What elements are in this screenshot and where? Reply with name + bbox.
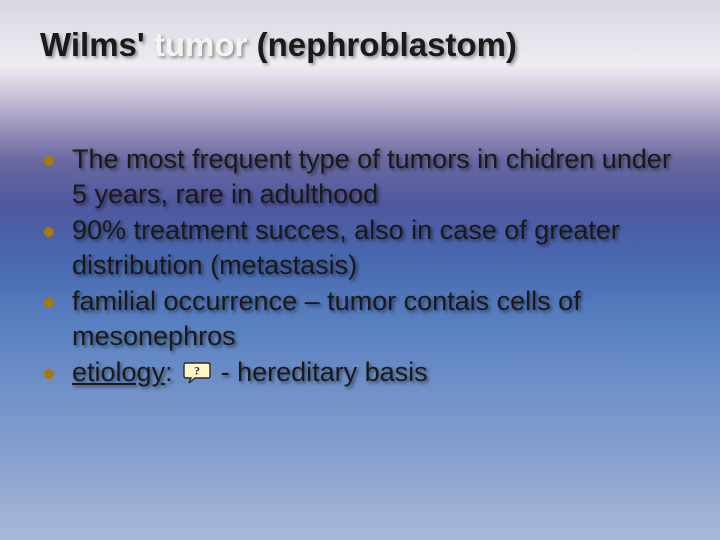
title-part-3: (nephroblastom) <box>247 26 517 63</box>
title-part-2: tumor <box>154 26 248 63</box>
question-bubble-icon: ? <box>183 361 211 385</box>
list-item: familial occurrence – tumor contais cell… <box>38 284 690 353</box>
slide-title: Wilms' tumor (nephroblastom) <box>40 26 517 64</box>
bullet-icon <box>44 156 54 166</box>
bullet-text: The most frequent type of tumors in chid… <box>72 142 690 211</box>
list-item: etiology: ? - hereditary basis <box>38 355 690 390</box>
list-item: 90% treatment succes, also in case of gr… <box>38 213 690 282</box>
etiology-rest: - hereditary basis <box>221 355 428 390</box>
bullet-icon <box>44 369 54 379</box>
slide-body: The most frequent type of tumors in chid… <box>38 142 690 392</box>
bullet-icon <box>44 227 54 237</box>
bullet-icon <box>44 298 54 308</box>
bullet-text: familial occurrence – tumor contais cell… <box>72 284 690 353</box>
list-item: The most frequent type of tumors in chid… <box>38 142 690 211</box>
bullet-text: 90% treatment succes, also in case of gr… <box>72 213 690 282</box>
bullet-text: etiology: ? - hereditary basis <box>72 355 690 390</box>
etiology-label: etiology <box>72 357 165 387</box>
question-mark: ? <box>194 363 200 377</box>
slide: Wilms' tumor (nephroblastom) The most fr… <box>0 0 720 540</box>
etiology-colon: : <box>165 357 173 387</box>
title-part-1: Wilms' <box>40 26 154 63</box>
